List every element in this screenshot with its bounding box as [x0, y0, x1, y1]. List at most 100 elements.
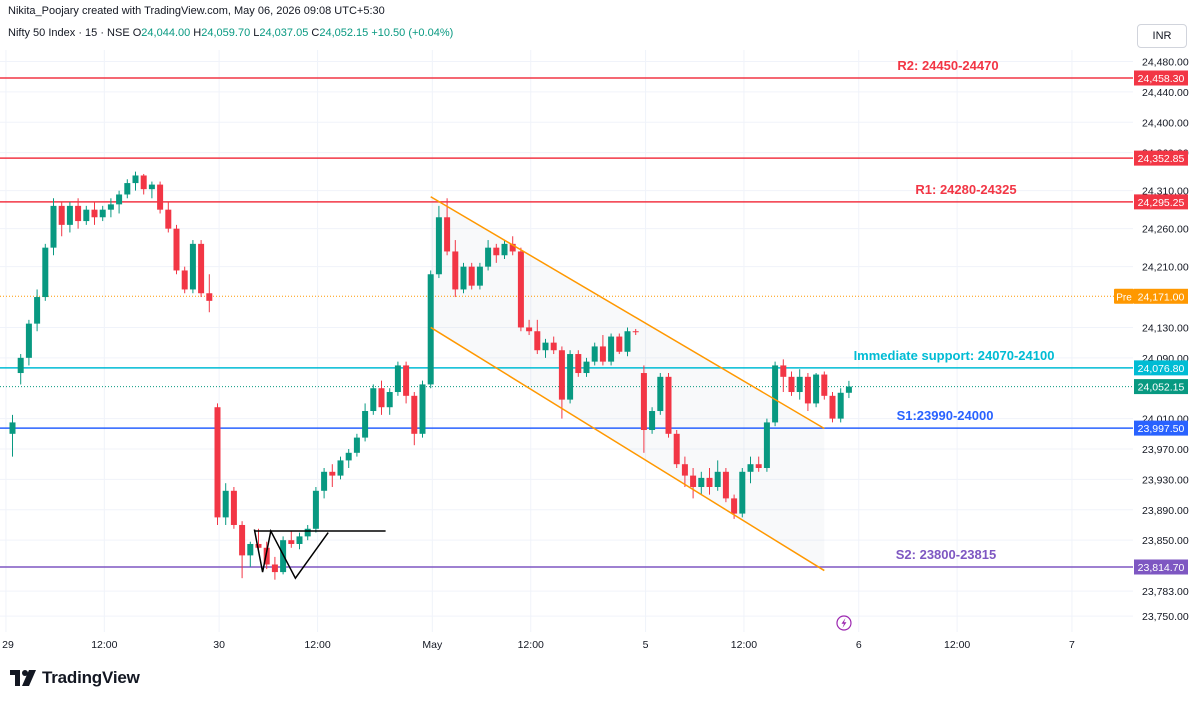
candle-body [722, 471, 729, 499]
candle-body [558, 350, 565, 400]
candle-body [640, 373, 647, 431]
candle-body [772, 365, 779, 423]
candle-body [575, 354, 582, 374]
R2-label: R2: 24450-24470 [897, 58, 998, 73]
pre-tag-label: Pre [1116, 292, 1132, 303]
candle-body [706, 477, 713, 487]
price-tick-label: 23,970.00 [1142, 444, 1189, 456]
price-tick-label: 23,850.00 [1142, 535, 1189, 547]
candle-body [50, 205, 57, 248]
candle-body [681, 464, 688, 476]
candle-body [25, 323, 32, 358]
candle-body [673, 433, 680, 465]
open-value: 24,044.00 [141, 27, 191, 39]
candle-body [616, 336, 623, 352]
candle-body [321, 471, 328, 491]
author-line: Nikita_Poojary created with TradingView.… [8, 5, 385, 17]
candle-body [583, 361, 590, 374]
candle-body [837, 392, 844, 419]
drawings [253, 196, 825, 580]
candle-body [485, 247, 492, 267]
time-tick-label: 5 [643, 639, 649, 651]
candle-body [804, 376, 811, 404]
price-badge-label: 24,076.80 [1138, 363, 1185, 375]
candle-body [763, 422, 770, 468]
candle-body [411, 395, 418, 434]
candle-body [788, 376, 795, 393]
price-badge-label: 23,814.70 [1138, 562, 1185, 574]
immediate-support-label: Immediate support: 24070-24100 [854, 348, 1055, 363]
candle-body [378, 388, 385, 408]
time-axis[interactable]: 29 12:00 30 12:00 May 12:00 5 12:00 6 12:00 7 [2, 639, 1075, 651]
candle-body [657, 376, 664, 412]
candle-body [304, 528, 311, 537]
candle-body [444, 217, 451, 252]
price-badge-label: 24,052.15 [1138, 382, 1185, 394]
candle-body [116, 194, 123, 205]
time-tick-label: 30 [213, 639, 225, 651]
candle-body [731, 498, 738, 514]
candle-body [755, 464, 762, 468]
candle-body [206, 293, 213, 301]
candle-body [255, 543, 262, 548]
candle-body [739, 471, 746, 514]
currency-button[interactable]: INR [1137, 24, 1187, 48]
price-badge [1134, 150, 1188, 166]
candle-body [353, 437, 360, 453]
tradingview-brand: TradingView [42, 668, 140, 687]
close-label: C [311, 27, 320, 39]
price-tick-label: 24,480.00 [1142, 57, 1189, 69]
candle-body [608, 336, 615, 362]
candle-body [599, 346, 606, 362]
tradingview-logo[interactable]: TradingView [10, 668, 140, 688]
candle-body [591, 346, 598, 362]
time-tick-label: May [422, 639, 443, 651]
high-label: H [193, 27, 202, 39]
candle-body [91, 209, 98, 218]
candle-body [427, 274, 434, 385]
S1-label: S1:23990-24000 [897, 408, 994, 423]
candle-body [419, 384, 426, 434]
price-badge-label: 24,295.25 [1138, 197, 1185, 209]
pre-tag-badge [1114, 288, 1134, 304]
time-tick-label: 12:00 [518, 639, 544, 651]
price-badge [1134, 360, 1188, 376]
candle-body [17, 357, 24, 374]
candle-body [468, 266, 475, 286]
candle-body [181, 270, 188, 290]
candle-body [107, 204, 114, 210]
time-tick-label: 12:00 [731, 639, 757, 651]
candle-body [157, 184, 164, 210]
candle-body [501, 243, 508, 256]
candle-body [75, 205, 82, 222]
markers [836, 615, 852, 631]
candle-body [312, 490, 319, 529]
price-badge [1134, 70, 1188, 86]
candle-body [649, 411, 656, 431]
price-badge-label: 24,352.85 [1138, 153, 1185, 165]
price-tick-label: 24,260.00 [1142, 224, 1189, 236]
price-axis[interactable]: 24,480.0024,440.0024,400.0024,360.0024,3… [1114, 57, 1189, 624]
candle-body [140, 175, 147, 190]
symbol-name[interactable]: Nifty 50 Index · 15 · NSE [8, 27, 130, 39]
change-value: +10.50 (+0.04%) [371, 27, 454, 39]
pattern-zigzag [253, 528, 329, 580]
open-label: O [132, 27, 142, 39]
candle-body [813, 374, 820, 404]
candle-body [829, 395, 836, 419]
candle-body [296, 536, 303, 544]
candle-body [435, 217, 442, 275]
price-tick-label: 23,783.00 [1142, 586, 1189, 598]
S2-label: S2: 23800-23815 [896, 547, 996, 562]
candle-body [222, 490, 229, 518]
candle-body [58, 205, 65, 225]
price-badge [1134, 288, 1188, 304]
candle-body [493, 247, 500, 256]
candle-body [148, 184, 155, 190]
time-tick-label: 12:00 [91, 639, 117, 651]
candle-body [345, 452, 352, 461]
level-lines: R2: 24450-24470 R1: 24280-24325 Immediate … [0, 58, 1133, 568]
price-badge [1134, 379, 1188, 395]
candle-body [42, 247, 49, 298]
